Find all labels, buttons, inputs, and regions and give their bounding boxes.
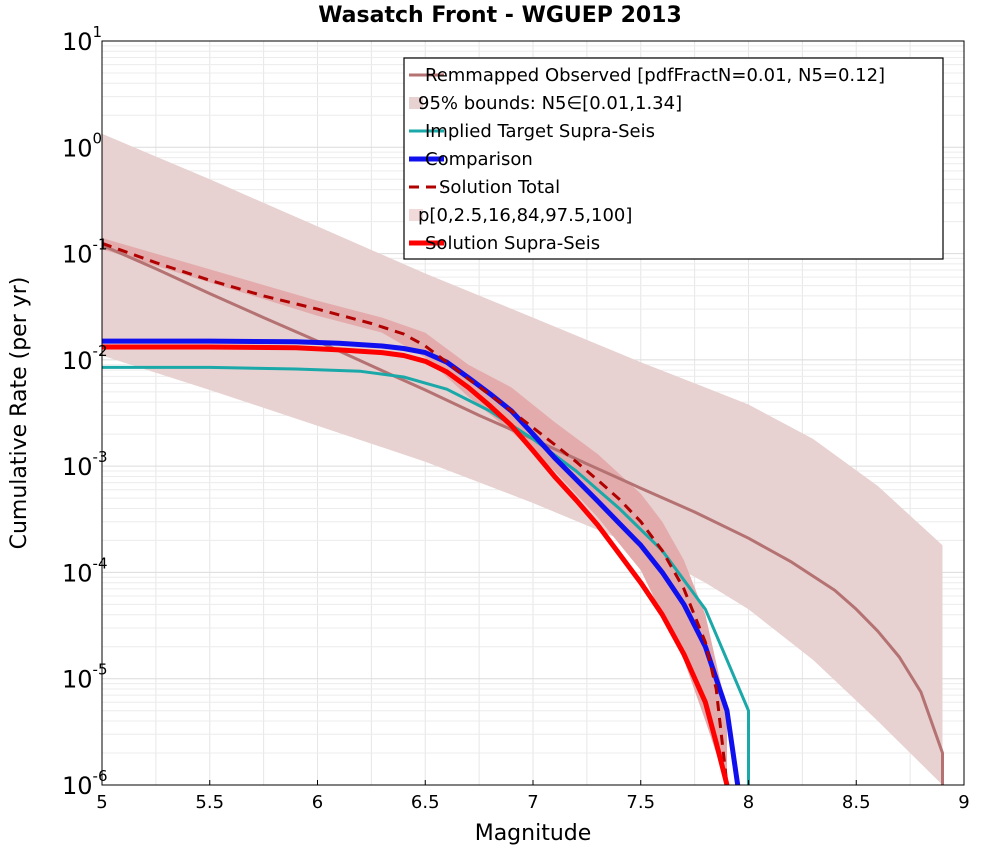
- x-tick-label: 5.5: [195, 792, 224, 813]
- x-tick-label: 6: [312, 792, 323, 813]
- legend: Remmapped Observed [pdfFractN=0.01, N5=0…: [403, 57, 944, 260]
- y-tick-label: 10-4: [62, 554, 108, 587]
- series-line: [101, 241, 729, 786]
- x-tick-label: 8.5: [842, 792, 871, 813]
- series-line: [102, 344, 730, 786]
- legend-label: Comparison: [425, 149, 533, 170]
- legend-label: p[0,2.5,16,84,97.5,100]: [418, 205, 632, 226]
- y-tick-label: 10-5: [62, 661, 108, 694]
- series-line: [101, 243, 944, 785]
- y-ticks: 10-6 10-5 10-4 10-3 10-2 10-1 100 101: [62, 23, 108, 800]
- series-lines: [101, 241, 944, 786]
- series-line: [102, 365, 750, 785]
- band-area: [102, 133, 943, 786]
- x-tick-label: 8: [743, 792, 754, 813]
- bands: [102, 133, 943, 786]
- legend-label: Remmapped Observed [pdfFractN=0.01, N5=0…: [425, 65, 885, 86]
- y-tick-label: 100: [62, 129, 102, 162]
- x-tick-label: 7.5: [626, 792, 655, 813]
- legend-label: Solution Supra-Seis: [425, 233, 600, 254]
- y-tick-label: 10-2: [62, 342, 108, 375]
- x-tick-label: 9: [958, 792, 969, 813]
- legend-label: Solution Total: [439, 177, 560, 198]
- y-tick-label: 10-3: [62, 448, 108, 481]
- x-ticks: 5 5.5 6 6.5 7 7.5 8 8.5 9: [96, 780, 970, 813]
- band-area: [102, 238, 727, 785]
- y-axis-label: Cumulative Rate (per yr): [7, 277, 32, 550]
- x-tick-label: 5: [96, 792, 107, 813]
- y-tick-label: 10-1: [62, 236, 108, 269]
- y-tick-label: 101: [62, 23, 102, 56]
- legend-patch-swatch: [409, 209, 423, 221]
- x-axis-label: Magnitude: [475, 821, 592, 846]
- x-tick-label: 7: [527, 792, 538, 813]
- y-tick-label: 10-6: [62, 767, 108, 800]
- legend-patch-swatch: [409, 97, 423, 109]
- series-line: [102, 338, 741, 786]
- legend-label: 95% bounds: N5∈[0.01,1.34]: [418, 93, 682, 114]
- legend-box: [403, 57, 944, 260]
- chart-title: Wasatch Front - WGUEP 2013: [318, 3, 682, 28]
- x-tick-label: 6.5: [411, 792, 440, 813]
- legend-label: Implied Target Supra-Seis: [425, 121, 655, 142]
